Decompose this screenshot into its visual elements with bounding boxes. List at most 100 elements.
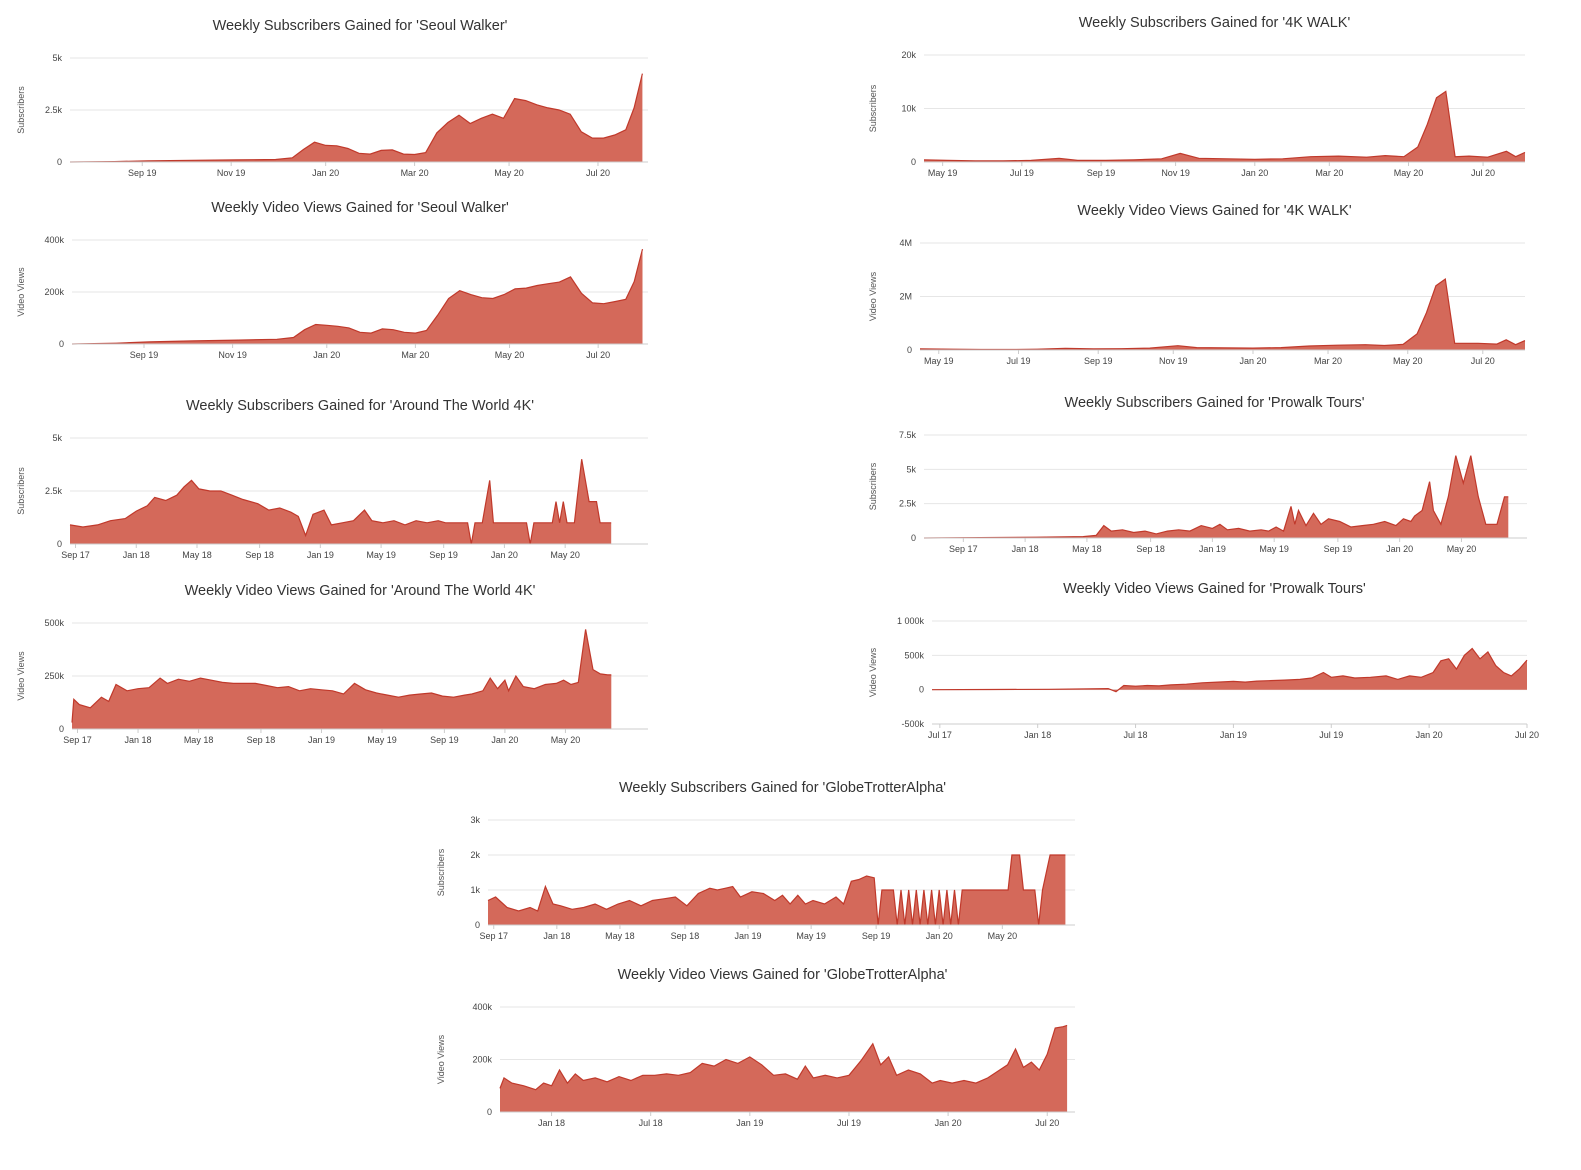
chart-title: Weekly Subscribers Gained for 'Seoul Wal…	[212, 18, 508, 34]
y-tick-label: 500k	[904, 650, 924, 660]
chart-globetrotteralpha-subscribers: Weekly Subscribers Gained for 'GlobeTrot…	[430, 780, 1135, 950]
x-tick-label: May 18	[1072, 544, 1102, 554]
x-tick-label: Sep 17	[61, 550, 90, 560]
y-tick-label: 2.5k	[899, 499, 917, 509]
y-axis-title: Subscribers	[436, 848, 446, 896]
series-line	[69, 459, 612, 545]
chart-around-the-world-views: Weekly Video Views Gained for 'Around Th…	[10, 583, 710, 753]
x-tick-label: Jan 20	[491, 735, 518, 745]
x-tick-label: May 20	[988, 931, 1018, 941]
x-tick-label: May 18	[605, 931, 635, 941]
x-tick-label: Jan 19	[736, 1118, 763, 1128]
x-tick-label: Nov 19	[218, 350, 247, 360]
chart-around-the-world-subscribers: Weekly Subscribers Gained for 'Around Th…	[10, 398, 710, 568]
x-tick-label: Mar 20	[1314, 356, 1342, 366]
y-tick-label: 500k	[44, 618, 64, 628]
y-tick-label: 20k	[901, 50, 916, 60]
x-tick-label: May 19	[928, 168, 958, 178]
chart-plot: 0 200k 400k Jan 18 Jul 18 Jan 19 Jul 19 Jan 20 J…	[436, 1002, 1075, 1128]
x-tick-label: May 20	[550, 550, 580, 560]
chart-seoul-walker-views: Weekly Video Views Gained for 'Seoul Wal…	[10, 200, 710, 370]
series-line	[69, 73, 643, 163]
chart-title: Weekly Subscribers Gained for 'Prowalk T…	[1064, 395, 1365, 411]
x-tick-label: Sep 19	[430, 735, 459, 745]
x-tick-label: Sep 19	[1324, 544, 1353, 554]
y-tick-label: 250k	[44, 671, 64, 681]
y-axis-title: Video Views	[16, 267, 26, 317]
x-tick-label: Mar 20	[401, 350, 429, 360]
x-tick-label: Sep 17	[949, 544, 978, 554]
x-tick-label: Jul 19	[1319, 730, 1343, 740]
x-tick-label: May 20	[494, 168, 524, 178]
x-tick-label: Jul 19	[837, 1118, 861, 1128]
chart-title: Weekly Subscribers Gained for 'GlobeTrot…	[618, 780, 947, 796]
y-tick-label: 200k	[472, 1055, 492, 1065]
series-area	[932, 648, 1527, 692]
y-axis-title: Video Views	[868, 271, 878, 321]
x-tick-label: May 20	[1394, 168, 1424, 178]
y-axis-title: Subscribers	[868, 462, 878, 510]
x-tick-label: Jan 20	[491, 550, 518, 560]
x-tick-label: Mar 20	[401, 168, 429, 178]
chart-4k-walk-views: Weekly Video Views Gained for '4K WALK' …	[862, 203, 1567, 373]
series-area	[488, 855, 1066, 925]
y-tick-label: 5k	[906, 464, 916, 474]
x-tick-label: Jan 19	[307, 550, 334, 560]
x-tick-label: May 19	[367, 735, 397, 745]
x-tick-label: Jan 20	[926, 931, 953, 941]
x-tick-label: Sep 19	[128, 168, 157, 178]
x-tick-label: Jul 20	[586, 168, 610, 178]
x-tick-label: Jan 18	[538, 1118, 565, 1128]
x-tick-label: Sep 19	[862, 931, 891, 941]
x-tick-label: Jan 20	[1239, 356, 1266, 366]
chart-title: Weekly Video Views Gained for '4K WALK'	[1077, 203, 1352, 219]
x-tick-label: Sep 19	[429, 550, 458, 560]
x-tick-label: May 18	[184, 735, 214, 745]
y-tick-label: 200k	[44, 287, 64, 297]
chart-plot: 0 2.5k 5k 7.5k Sep 17 Jan 18 May 18 Sep 18 Jan 1…	[868, 430, 1527, 554]
y-tick-label: -500k	[901, 719, 924, 729]
x-tick-label: Sep 17	[63, 735, 92, 745]
y-tick-label: 0	[59, 724, 64, 734]
x-tick-label: May 19	[924, 356, 954, 366]
x-tick-label: Sep 18	[245, 550, 274, 560]
x-tick-label: Sep 18	[1136, 544, 1165, 554]
x-tick-label: Jul 18	[1124, 730, 1148, 740]
y-tick-label: 2.5k	[45, 105, 63, 115]
x-tick-label: May 20	[1393, 356, 1423, 366]
chart-plot: -500k 0 500k 1 000k Jul 17 Jan 18 Jul 18 Jan 19…	[868, 616, 1539, 740]
x-tick-label: Sep 18	[247, 735, 276, 745]
y-tick-label: 2k	[470, 850, 480, 860]
y-tick-label: 5k	[52, 433, 62, 443]
y-axis-title: Video Views	[16, 651, 26, 701]
series-line	[71, 629, 612, 723]
x-tick-label: Jul 20	[1471, 168, 1495, 178]
y-tick-label: 10k	[901, 104, 916, 114]
x-tick-label: Jul 20	[1515, 730, 1539, 740]
y-tick-label: 0	[475, 920, 480, 930]
x-tick-label: Jul 19	[1010, 168, 1034, 178]
x-tick-label: May 19	[366, 550, 396, 560]
y-tick-label: 0	[57, 539, 62, 549]
series-line	[919, 278, 1526, 351]
x-tick-label: Jan 19	[1199, 544, 1226, 554]
x-tick-label: Jan 20	[313, 350, 340, 360]
y-axis-title: Video Views	[868, 647, 878, 697]
y-axis-title: Subscribers	[16, 86, 26, 134]
chart-plot: 0 200k 400k Sep 19 Nov 19 Jan 20 Mar 20 May 20 J…	[16, 235, 648, 360]
x-tick-label: May 19	[796, 931, 826, 941]
x-tick-label: May 20	[495, 350, 525, 360]
x-tick-label: Jan 18	[543, 931, 570, 941]
chart-globetrotteralpha-views: Weekly Video Views Gained for 'GlobeTrot…	[430, 967, 1135, 1137]
x-tick-label: Sep 19	[1084, 356, 1113, 366]
y-tick-label: 1 000k	[897, 616, 925, 626]
x-tick-label: Jul 17	[928, 730, 952, 740]
y-axis-title: Subscribers	[16, 467, 26, 515]
y-tick-label: 0	[59, 339, 64, 349]
y-tick-label: 3k	[470, 815, 480, 825]
chart-plot: 0 2.5k 5k Sep 17 Jan 18 May 18 Sep 18 Jan 19 May…	[16, 433, 648, 560]
x-tick-label: Sep 19	[130, 350, 159, 360]
x-tick-label: May 20	[1447, 544, 1477, 554]
series-line	[923, 455, 1509, 539]
chart-plot: 0 2M 4M May 19 Jul 19 Sep 19 Nov 19 Jan 20 Mar 2…	[868, 238, 1526, 366]
